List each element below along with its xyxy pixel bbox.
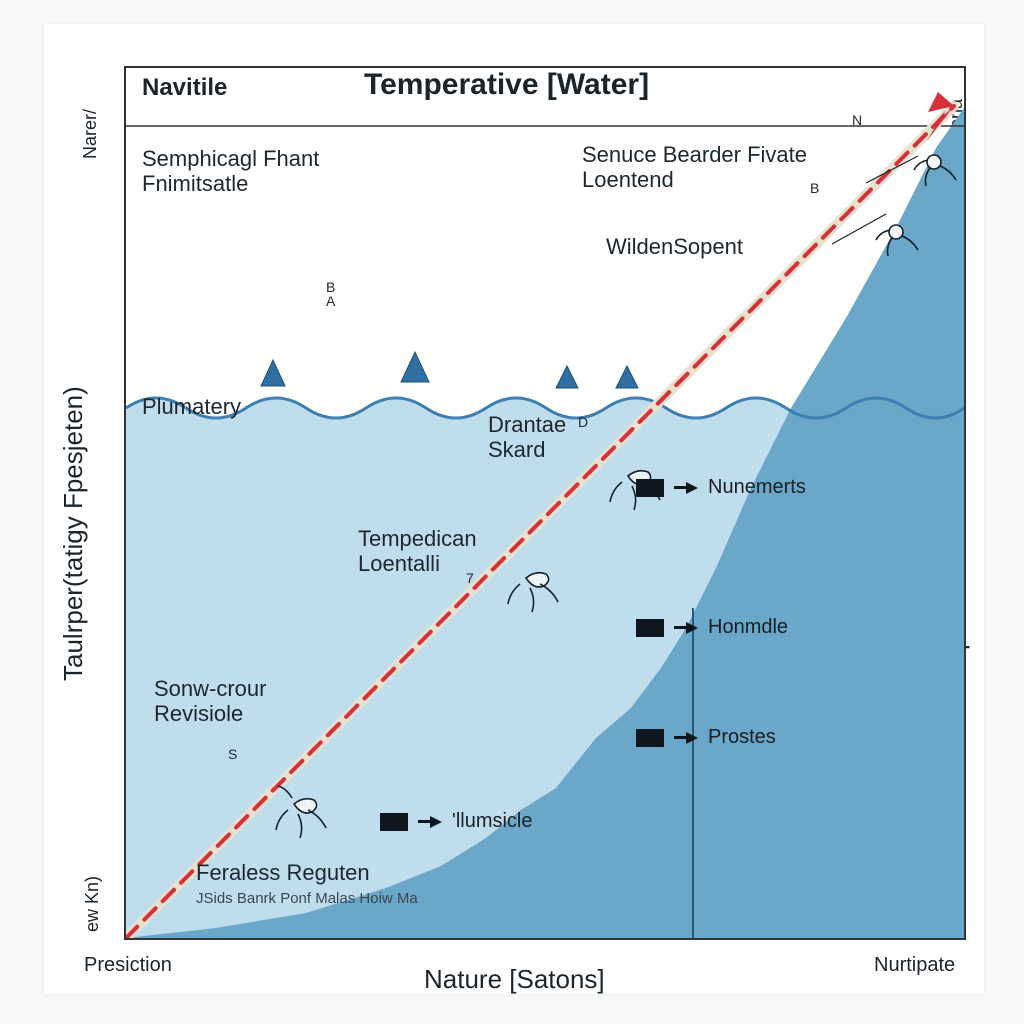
diagram-frame: Temperative [Water] Navitile Nature [Sat… bbox=[44, 24, 984, 994]
arrow-icon bbox=[674, 622, 698, 634]
label-drantae: Drantae Skard bbox=[488, 412, 566, 463]
arrow-text: Honmdle bbox=[708, 616, 788, 639]
arrow-label-honmdle: Honmdle bbox=[636, 616, 788, 639]
block-icon bbox=[636, 729, 664, 747]
label-semphicagl: Semphicagl Fhant Fnimitsatle bbox=[142, 146, 319, 197]
arrow-text: Prostes bbox=[708, 726, 776, 749]
label-tempedican: Tempedican Loentalli bbox=[358, 526, 477, 577]
block-icon bbox=[636, 619, 664, 637]
label-sonwcrour: Sonw-crour Revisiole bbox=[154, 676, 266, 727]
marker-s: S bbox=[228, 746, 237, 762]
x-axis-label: Nature [Satons] bbox=[424, 964, 605, 995]
zones-layer bbox=[126, 68, 964, 938]
label-senuce: Senuce Bearder Fivate Loentend bbox=[582, 142, 807, 193]
block-icon bbox=[636, 479, 664, 497]
marker-d: D bbox=[578, 414, 588, 430]
arrow-label-prostes: Prostes bbox=[636, 726, 776, 749]
marker-seven: 7 bbox=[466, 570, 474, 586]
arrow-label-ilumsicle: 'llumsicle bbox=[380, 810, 533, 833]
marker-ba: B A bbox=[326, 280, 335, 308]
arrow-icon bbox=[418, 816, 442, 828]
arrow-text: 'llumsicle bbox=[452, 810, 533, 833]
x-tick-right: Nurtipate bbox=[874, 954, 955, 977]
wave-peaks bbox=[261, 352, 638, 388]
arrow-text: Nunemerts bbox=[708, 476, 806, 499]
label-jsids: JSids Banrk Ponf Malas Hoiw Ma bbox=[196, 890, 418, 907]
arrow-icon bbox=[674, 732, 698, 744]
marker-n: N bbox=[852, 112, 862, 128]
leader-senuce bbox=[866, 156, 918, 183]
arrow-icon bbox=[674, 482, 698, 494]
label-plumatery: Plumatery bbox=[142, 394, 241, 419]
y-left-tick-bottom: ew Kn) bbox=[82, 854, 103, 954]
block-icon bbox=[380, 813, 408, 831]
marker-b: B bbox=[810, 180, 819, 196]
arrow-label-nunemerts: Nunemerts bbox=[636, 476, 806, 499]
label-wilden: WildenSopent bbox=[606, 234, 743, 259]
plot-area: Semphicagl Fhant Fnimitsatle Senuce Bear… bbox=[124, 66, 966, 940]
label-feraless: Feraless Reguten bbox=[196, 860, 370, 885]
y-left-tick-top: Narer/ bbox=[80, 84, 101, 184]
y-axis-left-label: Taulrper(tatigy Fpesjeten) bbox=[58, 324, 89, 744]
x-tick-left: Presiction bbox=[84, 954, 172, 977]
